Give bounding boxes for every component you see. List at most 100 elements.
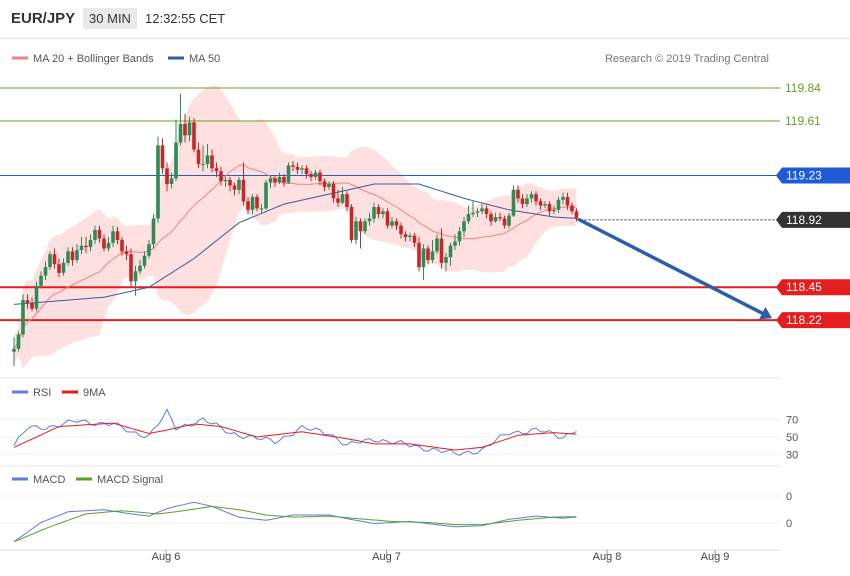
chart-header: EUR/JPY 30 MIN 12:32:55 CET	[0, 0, 850, 39]
candle	[565, 192, 570, 210]
candle	[210, 149, 214, 173]
candle	[133, 265, 138, 296]
candles-layer	[12, 93, 579, 366]
candle-body	[174, 142, 178, 179]
candle	[259, 204, 264, 213]
candle	[70, 247, 75, 266]
rsi-legend-label: RSI	[33, 387, 51, 399]
candle-body	[241, 179, 246, 202]
candle	[147, 239, 151, 259]
candle-body	[246, 201, 250, 210]
candle-body	[300, 168, 304, 170]
candle-body	[552, 209, 556, 212]
forecast-arrow	[577, 218, 764, 315]
candle-body	[142, 255, 147, 266]
candle	[507, 212, 511, 229]
candle	[52, 248, 57, 269]
candle	[502, 215, 507, 229]
candle	[84, 237, 88, 253]
candle	[39, 271, 43, 289]
candle-body	[394, 221, 399, 226]
candle-body	[489, 214, 493, 222]
candle	[367, 212, 372, 226]
candle	[169, 172, 174, 189]
candle-body	[561, 196, 565, 200]
candle-body	[516, 189, 520, 199]
support-level-label: 118.22	[786, 313, 822, 327]
candle-body	[336, 198, 340, 203]
candle-body	[475, 211, 480, 213]
candle	[574, 208, 579, 222]
candle	[282, 174, 286, 187]
candle-body	[48, 254, 52, 268]
candle-body	[120, 239, 124, 252]
signal-legend-label: MACD Signal	[97, 474, 163, 486]
macd-line	[13, 501, 577, 543]
candle-body	[43, 267, 48, 276]
candle	[556, 196, 561, 213]
candle	[412, 232, 417, 248]
candle-body	[520, 198, 525, 205]
candle	[489, 211, 493, 226]
chart-time: 12:32:55 CET	[145, 11, 226, 26]
candle	[241, 162, 246, 206]
candle	[435, 234, 439, 255]
candle	[421, 244, 426, 281]
candle-body	[484, 208, 489, 215]
candle	[363, 218, 367, 235]
candle	[165, 162, 169, 192]
candle	[340, 186, 345, 205]
candle	[12, 337, 16, 366]
candle	[349, 204, 354, 243]
candle-body	[309, 174, 313, 177]
support-level-tag	[776, 312, 850, 329]
candle-body	[534, 194, 538, 202]
candle-body	[237, 179, 241, 190]
candle-body	[471, 212, 475, 215]
candle	[547, 201, 552, 216]
candle	[178, 93, 183, 146]
copyright-text: Research © 2019 Trading Central	[605, 53, 769, 65]
candle	[187, 116, 192, 142]
levels-layer	[0, 87, 780, 322]
candle-body	[412, 235, 417, 243]
candle-body	[255, 196, 259, 209]
rsi-tick-label: 50	[786, 432, 798, 444]
candle-body	[34, 285, 39, 309]
candle	[520, 194, 525, 209]
x-tick-label: Aug 8	[593, 551, 622, 563]
x-tick-label: Aug 9	[701, 551, 730, 563]
candle-body	[264, 182, 268, 209]
candle-body	[183, 123, 187, 136]
candle-body	[115, 231, 120, 240]
candle-body	[106, 242, 111, 249]
candle	[408, 232, 412, 242]
candle-body	[268, 178, 273, 183]
candle-body	[480, 208, 484, 212]
candle	[331, 181, 336, 203]
timeframe-badge[interactable]: 30 MIN	[83, 8, 137, 29]
last-price-label: 118.92	[786, 213, 822, 227]
candle	[534, 191, 538, 206]
forecast-arrowhead	[759, 306, 772, 320]
candle-body	[538, 201, 543, 206]
candle-body	[448, 245, 453, 258]
candle-body	[385, 211, 390, 226]
candle-body	[147, 244, 151, 256]
candle	[138, 259, 142, 275]
candle-body	[201, 164, 205, 165]
last-price-tag	[776, 211, 850, 228]
candle	[570, 202, 574, 215]
candle	[403, 231, 408, 242]
candle-body	[417, 242, 421, 268]
candle-body	[556, 199, 561, 210]
candle	[223, 176, 228, 187]
x-axis: Aug 6 Aug 7 Aug 8 Aug 9	[152, 550, 730, 563]
candle	[462, 217, 466, 238]
candle-body	[547, 204, 552, 212]
candle-body	[453, 241, 457, 246]
candle-body	[187, 122, 192, 136]
candle	[561, 192, 565, 205]
candle	[57, 258, 61, 278]
candle-body	[70, 251, 75, 260]
